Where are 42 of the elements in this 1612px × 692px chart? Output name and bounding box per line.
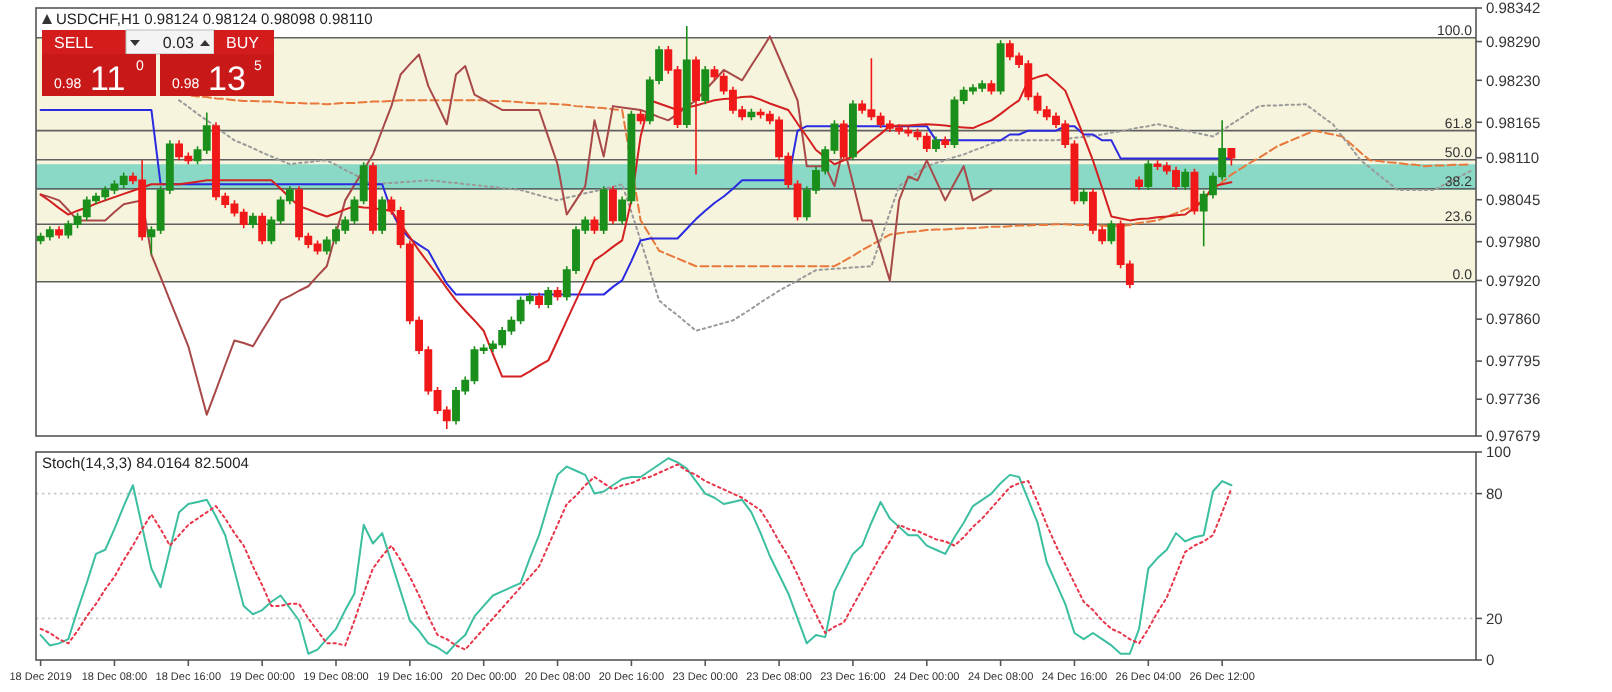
line-series	[178, 99, 1473, 332]
candlestick	[987, 79, 996, 96]
candlestick	[599, 185, 608, 235]
candlestick	[608, 185, 617, 226]
candlestick	[64, 219, 73, 240]
candlestick	[1107, 219, 1116, 246]
candlestick	[1190, 167, 1199, 216]
line-series	[39, 109, 1233, 296]
annotation: BUY	[226, 34, 261, 52]
candlestick	[55, 225, 64, 240]
candlestick	[119, 171, 128, 189]
candlestick	[636, 109, 645, 125]
candlestick	[544, 286, 553, 309]
candlestick	[922, 131, 931, 153]
candlestick	[535, 291, 544, 309]
candlestick	[1181, 167, 1190, 191]
annotation: 11	[90, 60, 126, 98]
candlestick	[239, 207, 248, 229]
candlestick	[932, 135, 940, 153]
candlestick	[941, 135, 950, 149]
candlestick	[701, 65, 710, 105]
candlestick	[368, 161, 377, 235]
candlestick	[996, 39, 1005, 96]
candlestick	[248, 211, 257, 229]
candlestick	[45, 225, 54, 242]
candlestick	[1227, 147, 1236, 167]
candlestick	[175, 139, 184, 162]
candlestick	[258, 211, 267, 246]
candlestick	[295, 185, 304, 242]
annotation: SELL	[54, 34, 95, 52]
candlestick	[378, 195, 387, 235]
candlestick	[747, 107, 756, 122]
candlestick	[1079, 187, 1088, 206]
candlestick	[839, 119, 848, 162]
line-series	[39, 35, 993, 416]
candlestick	[848, 99, 857, 162]
candlestick	[1135, 175, 1144, 191]
annotation: 0.03	[162, 34, 196, 52]
candlestick	[692, 55, 700, 176]
annotation: 13	[208, 60, 246, 98]
candlestick	[1144, 159, 1153, 191]
candlestick	[682, 25, 691, 129]
